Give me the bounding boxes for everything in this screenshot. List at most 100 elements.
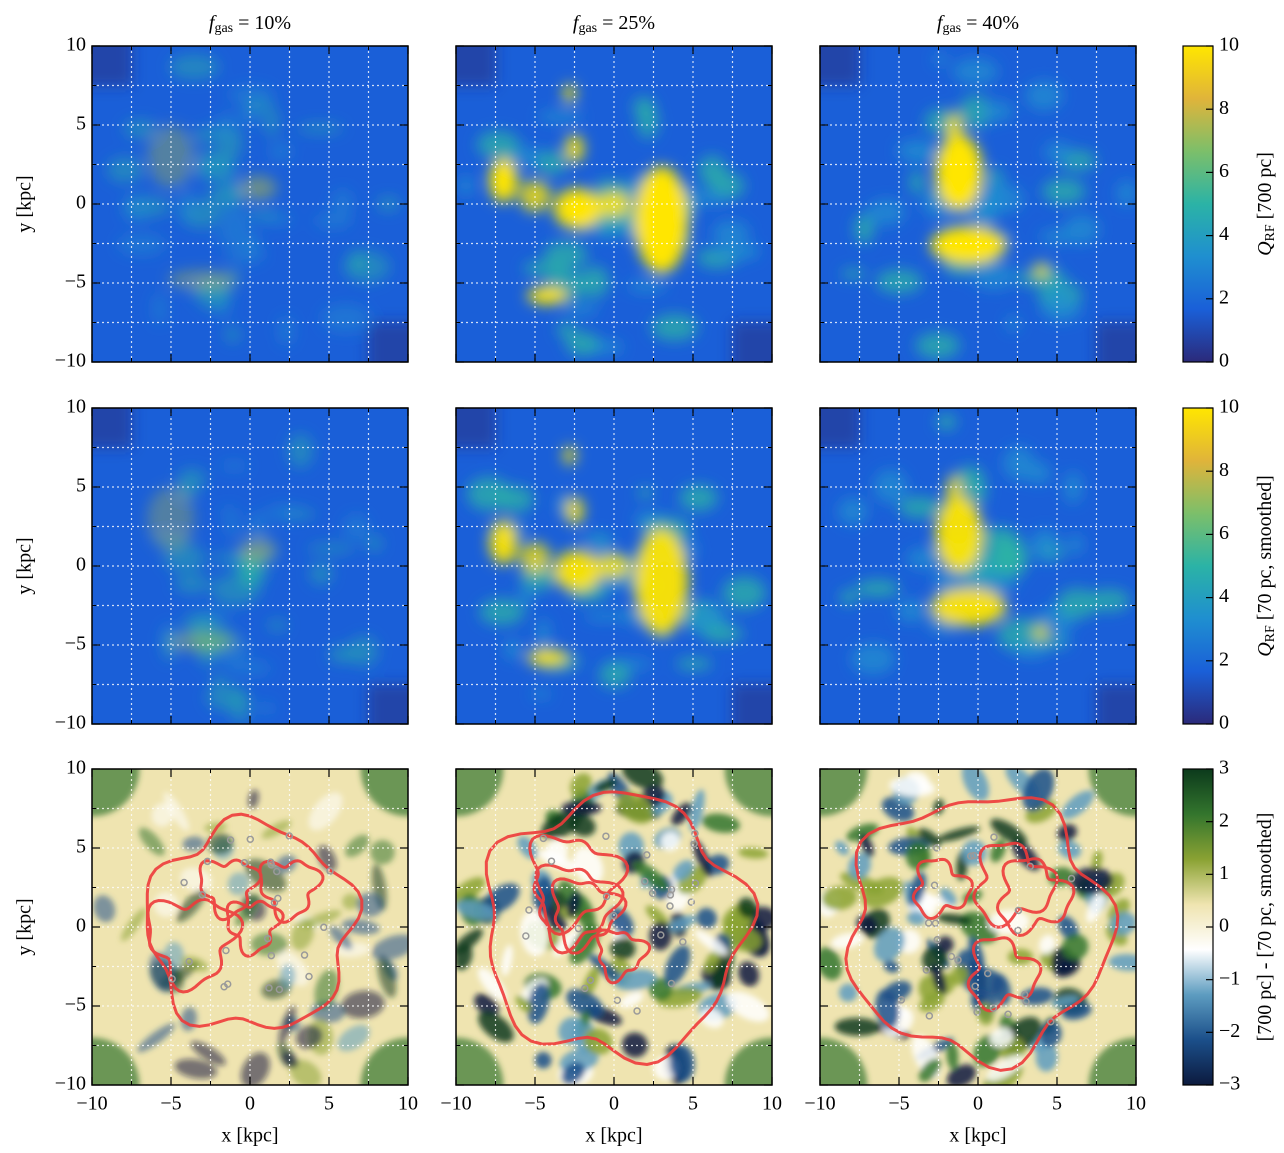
marker xyxy=(1026,862,1034,871)
colorbar-label: [700 pc] - [70 pc, smoothed] xyxy=(1254,813,1276,1042)
texture-blob xyxy=(342,893,359,910)
colorbar-tick-label: 0 xyxy=(1219,350,1229,372)
texture-blob xyxy=(896,598,927,623)
marker xyxy=(1020,990,1029,999)
bright-blob xyxy=(946,474,963,513)
texture-blob xyxy=(561,1062,585,1085)
y-tick-label: 10 xyxy=(66,757,86,779)
texture-blob xyxy=(337,1024,370,1052)
marker xyxy=(897,996,906,1004)
x-tick-label: −10 xyxy=(440,1093,471,1115)
texture-blob xyxy=(1091,850,1103,871)
y-tick-label: 0 xyxy=(76,554,86,576)
texture-blob xyxy=(738,961,760,987)
texture-blob xyxy=(563,303,600,316)
marker xyxy=(691,879,700,887)
texture-blob xyxy=(626,279,669,293)
y-axis-label: y [kpc] xyxy=(14,898,36,955)
corner-shade xyxy=(92,46,132,86)
label-symbol: Q xyxy=(1254,241,1276,256)
corner-shade xyxy=(732,684,772,724)
colorbar-tick-label: 10 xyxy=(1219,34,1239,56)
texture-blob xyxy=(218,506,240,517)
texture-blob xyxy=(610,937,636,960)
texture-blob xyxy=(841,268,866,279)
texture-blob xyxy=(621,1032,648,1058)
texture-blob xyxy=(933,53,948,66)
bright-blob xyxy=(598,553,630,579)
texture-blob xyxy=(1041,298,1082,322)
texture-blob xyxy=(846,823,879,842)
bright-blob xyxy=(553,550,602,592)
heatmap xyxy=(820,46,1136,362)
marker xyxy=(223,980,232,988)
marker xyxy=(168,975,176,983)
texture-blob xyxy=(946,1064,977,1085)
title-subscript: gas xyxy=(214,21,233,36)
texture-blob xyxy=(1067,534,1084,556)
texture-blob xyxy=(917,828,941,847)
colorbar-tick-label: 10 xyxy=(1219,396,1239,418)
texture-blob xyxy=(174,573,210,594)
texture-blob xyxy=(537,849,578,872)
marker xyxy=(973,1008,981,1016)
texture-blob xyxy=(106,157,144,183)
title-text: = 40% xyxy=(961,12,1019,34)
texture-blob xyxy=(370,839,395,865)
texture-blob xyxy=(861,877,904,908)
texture-blob xyxy=(137,1023,176,1053)
texture-blob xyxy=(889,777,936,797)
contour xyxy=(972,841,1059,929)
y-tick-label: 0 xyxy=(76,192,86,214)
texture-blob xyxy=(621,769,664,790)
y-tick-label: −10 xyxy=(55,1073,86,1095)
texture-blob xyxy=(225,326,241,343)
texture-blob xyxy=(851,642,896,675)
bright-blob xyxy=(489,520,518,565)
texture-blob xyxy=(669,1044,695,1082)
texture-blob xyxy=(356,892,384,917)
texture-blob xyxy=(598,662,631,688)
bright-blob xyxy=(634,528,689,636)
texture-blob xyxy=(874,927,905,962)
x-axis-label: x [kpc] xyxy=(949,1125,1006,1147)
x-tick-label: 5 xyxy=(688,1093,698,1115)
texture-blob xyxy=(578,534,616,546)
heatmap-texture xyxy=(456,769,772,1085)
bright-blob xyxy=(563,83,577,103)
texture-blob xyxy=(482,883,520,914)
texture-blob xyxy=(466,477,511,511)
texture-blob xyxy=(566,988,604,1018)
texture-blob xyxy=(660,831,680,852)
corner-shade xyxy=(820,46,860,86)
texture-blob xyxy=(328,645,357,664)
title-subscript: gas xyxy=(942,21,961,36)
texture-blob xyxy=(672,859,694,882)
marker xyxy=(240,859,249,867)
texture-blob xyxy=(1005,315,1021,332)
marker xyxy=(925,1012,934,1020)
marker xyxy=(305,972,313,981)
marker xyxy=(267,951,276,960)
texture-blob xyxy=(1086,891,1106,923)
texture-blob xyxy=(676,657,713,671)
texture-blob xyxy=(633,861,670,892)
marker xyxy=(933,936,942,944)
heatmap xyxy=(456,408,772,724)
colorbar-tick-label: 6 xyxy=(1219,160,1229,182)
heatmap xyxy=(456,769,772,1085)
title-symbol: f xyxy=(937,12,945,34)
texture-blob xyxy=(737,897,758,919)
texture-blob xyxy=(1061,933,1089,961)
marker xyxy=(263,934,272,943)
texture-blob xyxy=(321,303,371,333)
marker xyxy=(226,836,235,844)
colorbar-label: QRF [700 pc] xyxy=(1254,152,1279,256)
texture-blob xyxy=(711,243,760,261)
label-subscript: RF xyxy=(1263,625,1278,642)
texture-blob xyxy=(987,176,1002,199)
marker xyxy=(180,878,188,887)
marker xyxy=(691,829,699,838)
texture-blob xyxy=(995,543,1028,573)
marker xyxy=(1022,997,1030,1006)
